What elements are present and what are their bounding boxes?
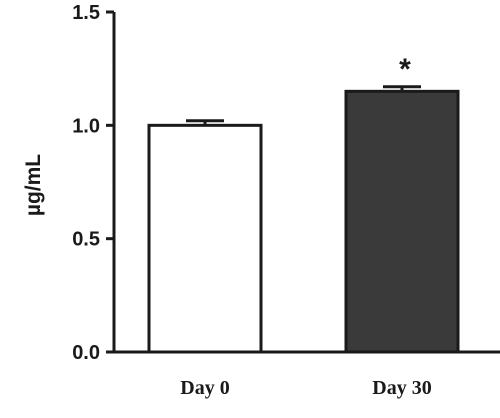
category-labels: Day 0 Day 30	[180, 377, 431, 399]
x-tick-label: Day 30	[372, 377, 431, 399]
y-tick-label: 0.0	[72, 342, 100, 364]
bar-day-0	[147, 123, 263, 354]
annotations: *	[399, 53, 411, 86]
y-axis-ticks: 0.0 0.5 1.0 1.5	[72, 2, 114, 364]
significance-asterisk: *	[399, 53, 411, 86]
y-tick-label: 1.5	[72, 2, 100, 24]
y-tick-label: 0.5	[72, 229, 100, 251]
y-tick-label: 1.0	[72, 115, 100, 137]
bars	[147, 89, 460, 354]
x-tick-label: Day 0	[180, 377, 229, 399]
y-axis-title: µg/mL	[22, 154, 45, 216]
error-bars	[186, 85, 421, 126]
bar-day-30	[344, 89, 460, 354]
